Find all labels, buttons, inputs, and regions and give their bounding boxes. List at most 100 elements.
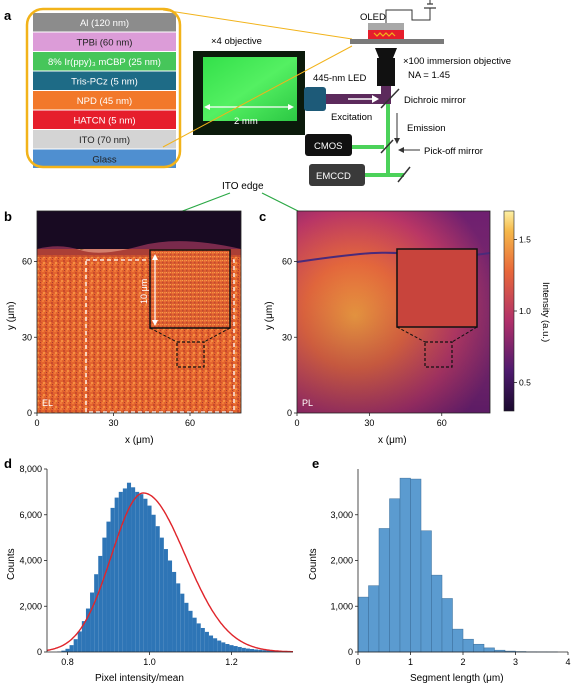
bar <box>159 537 164 652</box>
cmos-camera <box>305 134 352 156</box>
bar <box>221 642 226 652</box>
colorbar-tick-label: 1.0 <box>519 306 531 316</box>
e-xlabel: Segment length (μm) <box>410 673 504 684</box>
el-inset-link-left <box>149 327 178 343</box>
colorbar-tick-label: 0.5 <box>519 377 531 387</box>
oled-emission-icon <box>373 32 396 37</box>
layer-label-5: HATCN (5 nm) <box>73 116 135 127</box>
led-label: 445-nm LED <box>313 73 366 84</box>
d-xlabel: Pixel intensity/mean <box>95 673 184 684</box>
led-source <box>304 87 326 111</box>
emission-arrowhead <box>394 138 400 144</box>
layer-label-7: Glass <box>92 155 117 166</box>
panel-e: e 0 1 2 3 4 0 1,000 2,000 3,000 Segment length (… <box>308 456 571 684</box>
bar <box>262 650 267 652</box>
excitation-arrowhead <box>372 95 379 103</box>
ytick-label: 0 <box>27 408 32 418</box>
ytick-label: 60 <box>282 257 292 267</box>
xtick-label: 4 <box>565 657 570 667</box>
xtick-label: 30 <box>108 418 118 428</box>
panel-b: b 10 μm EL 0 30 60 0 30 60 x (μm) y (μm) <box>4 209 242 446</box>
xtick-label: 1.2 <box>225 657 238 667</box>
pl-corner-label: PL <box>302 398 313 408</box>
bar <box>462 638 474 653</box>
layer-stack: Al (120 nm) TPBi (60 nm) 8% Ir(ppy)₃ mCBP … <box>33 13 176 168</box>
xtick-label: 3 <box>513 657 518 667</box>
bar <box>81 621 86 652</box>
bar <box>180 593 185 652</box>
bar <box>139 494 144 652</box>
bar <box>167 560 173 652</box>
xtick-label: 2 <box>460 657 465 667</box>
bar <box>483 647 495 653</box>
el-xlabel: x (μm) <box>125 435 154 446</box>
pl-frame <box>296 210 491 414</box>
bar <box>389 498 401 653</box>
bar <box>135 491 140 652</box>
ytick-label: 4,000 <box>19 556 42 566</box>
layer-label-3: Tris-PCz (5 nm) <box>71 77 138 88</box>
panel-label-e: e <box>312 456 319 471</box>
bar <box>452 628 464 653</box>
bar <box>147 505 152 652</box>
layer-0 <box>33 13 176 32</box>
bar <box>65 648 70 652</box>
connector-bottom <box>162 45 353 148</box>
dichroic-label: Dichroic mirror <box>404 95 466 106</box>
bar <box>399 477 411 653</box>
el-ylabel: y (μm) <box>6 301 17 330</box>
xtick-label: 1 <box>408 657 413 667</box>
ytick-label: 0 <box>287 408 292 418</box>
bar <box>196 623 201 652</box>
ytick-label: 0 <box>37 647 42 657</box>
ytick-label: 30 <box>22 332 32 342</box>
bar <box>204 631 209 652</box>
objective-x100-body <box>377 58 395 86</box>
bar <box>188 610 193 652</box>
el-frame <box>36 210 242 414</box>
bar <box>90 592 95 652</box>
layer-label-2: 8% Ir(ppy)₃ mCBP (25 nm) <box>48 57 161 68</box>
oled-glass <box>368 23 404 30</box>
pl-inset-small <box>424 341 453 368</box>
layer-label-6: ITO (70 nm) <box>79 135 130 146</box>
bar <box>192 617 197 652</box>
ytick-label: 8,000 <box>19 464 42 474</box>
bar <box>110 507 115 652</box>
layer-label-0: Al (120 nm) <box>80 18 129 29</box>
bar <box>420 530 432 653</box>
x4-emission-area <box>203 57 297 121</box>
scale-arrow-left <box>204 104 210 110</box>
emission-label: Emission <box>407 123 446 134</box>
na-label: NA = 1.45 <box>408 70 450 81</box>
stack-highlight <box>25 7 182 169</box>
colorbar-tick-label: 1.5 <box>519 235 531 245</box>
panel-label-b: b <box>4 209 12 224</box>
bar <box>77 631 82 652</box>
ytick-label: 2,000 <box>19 601 42 611</box>
bar <box>378 528 390 653</box>
fit-curve <box>46 492 293 653</box>
layer-1 <box>33 32 176 51</box>
oled-label: OLED <box>360 12 386 23</box>
bar <box>106 521 111 652</box>
pl-xlabel: x (μm) <box>378 435 407 446</box>
bar <box>176 583 181 652</box>
bar <box>410 478 422 653</box>
pl-ylabel: y (μm) <box>264 301 275 330</box>
e-ylabel: Counts <box>308 548 319 580</box>
dichroic-mirror <box>380 88 400 109</box>
el-image-top-band <box>37 249 241 257</box>
bar <box>241 647 246 652</box>
excitation-label: Excitation <box>331 112 372 123</box>
layer-7 <box>33 149 176 168</box>
bar <box>163 549 168 652</box>
layer-2 <box>33 52 176 71</box>
histogram-e: 0 1 2 3 4 0 1,000 2,000 3,000 <box>330 469 571 667</box>
bar <box>249 649 255 652</box>
bar <box>217 640 222 652</box>
bar <box>69 645 74 652</box>
bar <box>441 598 453 653</box>
emccd-label: EMCCD <box>316 171 351 182</box>
bar <box>208 635 214 652</box>
